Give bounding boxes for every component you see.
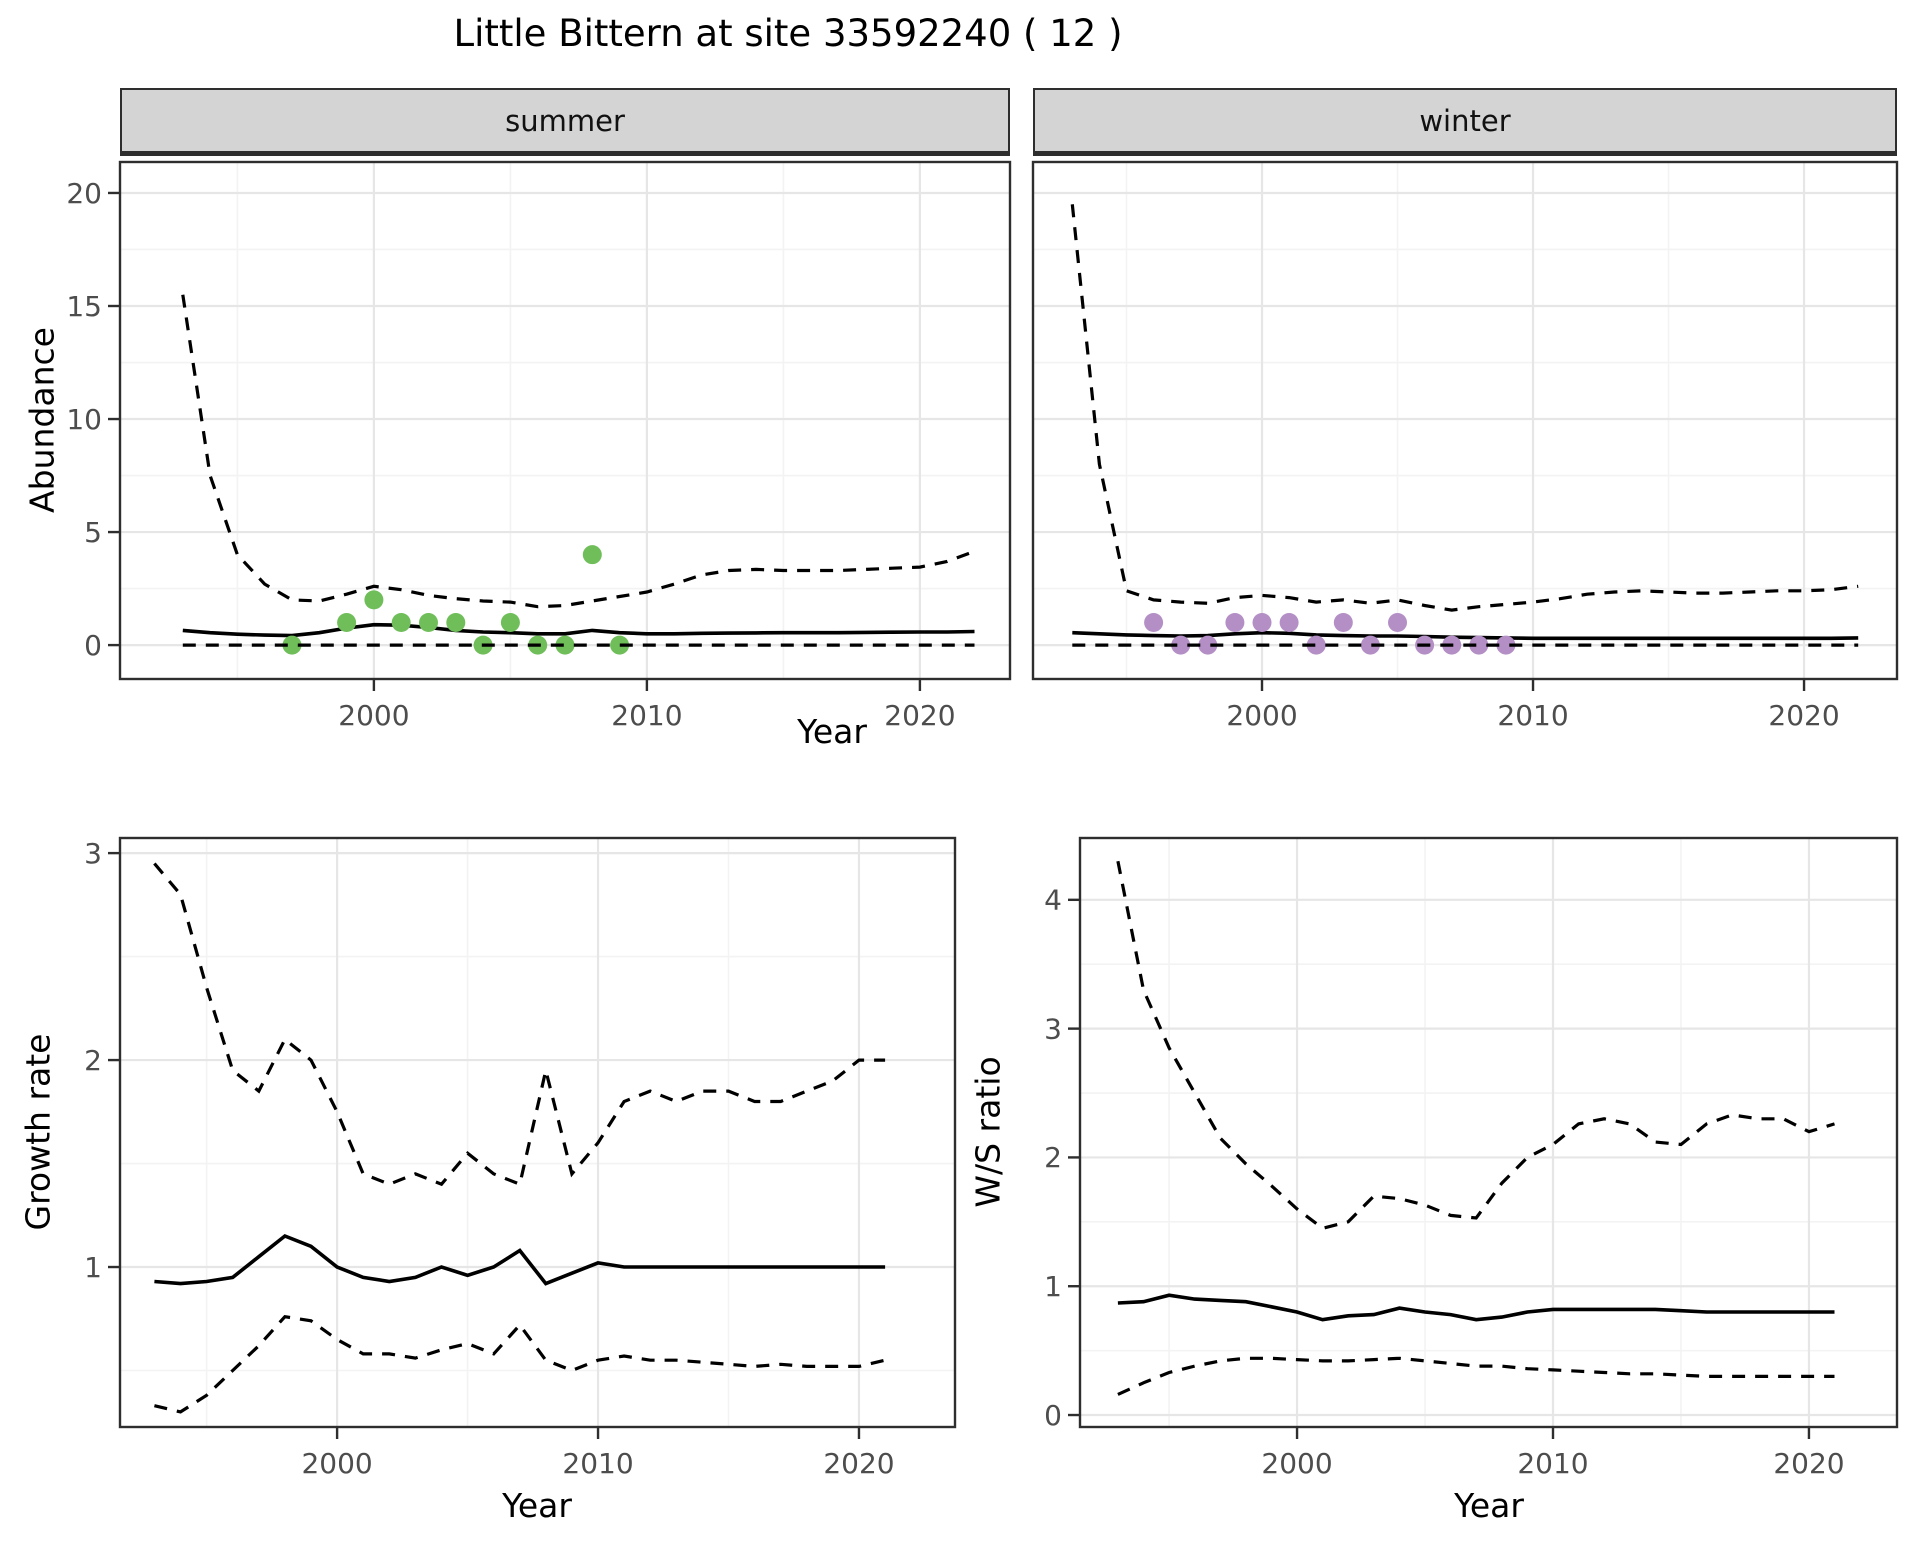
x-tick-label: 2010 xyxy=(611,699,682,732)
plot-title: Little Bittern at site 33592240 ( 12 ) xyxy=(453,12,1123,55)
panel-growth: 2000 2010 2020 1 2 3 xyxy=(84,836,957,1480)
y-tick-label: 5 xyxy=(84,516,102,549)
y-tick-label: 10 xyxy=(66,403,102,436)
data-point xyxy=(337,612,357,632)
data-point xyxy=(1225,612,1245,632)
data-point xyxy=(1388,612,1408,632)
data-point xyxy=(1144,612,1164,632)
data-point xyxy=(582,545,602,565)
panel-background xyxy=(120,838,955,1427)
x-tick-label: 2010 xyxy=(1517,1447,1588,1480)
data-point xyxy=(500,612,520,632)
facet-strip-winter: winter xyxy=(1033,88,1897,156)
y-axis-title-abundance: Abundance xyxy=(22,327,62,513)
x-axis-title-year-ws: Year xyxy=(1454,1486,1524,1525)
data-point xyxy=(1279,612,1299,632)
y-tick-label: 3 xyxy=(1044,1012,1062,1045)
x-axis-title-year-growth: Year xyxy=(502,1486,572,1525)
series-median xyxy=(154,1233,886,1286)
data-point xyxy=(1171,635,1191,655)
y-tick-label: 4 xyxy=(1044,884,1062,917)
series-upper_ci xyxy=(1070,204,1859,612)
y-tick-label: 3 xyxy=(84,837,102,870)
x-tick-label: 2000 xyxy=(301,1447,372,1480)
panel-summer: 2000 2010 2020 0 5 10 15 20 xyxy=(66,160,1012,732)
panel-ws: 2000 2010 2020 0 1 2 3 4 xyxy=(1044,836,1899,1480)
panel-border xyxy=(118,160,1012,681)
x-axis-title-year-top: Year xyxy=(797,712,867,751)
data-point xyxy=(610,635,630,655)
y-tick-label: 0 xyxy=(84,629,102,662)
y-tick-label: 1 xyxy=(84,1251,102,1284)
y-tick-label: 0 xyxy=(1044,1399,1062,1432)
data-point xyxy=(446,612,466,632)
y-tick-label: 15 xyxy=(66,290,102,323)
points-observed_counts_winter xyxy=(1144,612,1516,655)
data-point xyxy=(555,635,575,655)
x-tick-label: 2020 xyxy=(823,1447,894,1480)
series-upper_ci xyxy=(1116,860,1835,1231)
facet-strip-summer: summer xyxy=(120,88,1010,156)
panel-background xyxy=(1080,838,1897,1427)
series-upper_ci xyxy=(181,294,976,609)
x-tick-label: 2020 xyxy=(884,699,955,732)
data-point xyxy=(1306,635,1326,655)
data-point xyxy=(391,612,411,632)
data-point xyxy=(1496,635,1516,655)
x-tick-label: 2000 xyxy=(338,699,409,732)
x-tick-label: 2010 xyxy=(1497,699,1568,732)
data-point xyxy=(1360,635,1380,655)
data-point xyxy=(1252,612,1272,632)
series-median xyxy=(182,622,975,638)
data-point xyxy=(282,635,302,655)
x-tick-label: 2020 xyxy=(1768,699,1839,732)
series-median xyxy=(1117,1293,1835,1322)
y-tick-label: 2 xyxy=(84,1044,102,1077)
panel-border xyxy=(1078,836,1899,1429)
panel-background xyxy=(1033,162,1897,679)
x-tick-label: 2000 xyxy=(1226,699,1297,732)
panel-border xyxy=(1031,160,1899,681)
x-tick-label: 2020 xyxy=(1773,1447,1844,1480)
data-point xyxy=(1469,635,1489,655)
data-point xyxy=(418,612,438,632)
data-point xyxy=(1198,635,1218,655)
series-median xyxy=(1072,630,1859,641)
y-axis-title-ws: W/S ratio xyxy=(968,1056,1008,1208)
panel-background xyxy=(120,162,1010,679)
y-tick-label: 2 xyxy=(1044,1141,1062,1174)
y-tick-label: 1 xyxy=(1044,1270,1062,1303)
x-tick-label: 2000 xyxy=(1261,1447,1332,1480)
y-axis-title-growth: Growth rate xyxy=(18,1033,58,1231)
series-lower_ci xyxy=(154,1314,886,1414)
data-point xyxy=(364,590,384,610)
panel-border xyxy=(118,836,957,1429)
x-tick-label: 2010 xyxy=(562,1447,633,1480)
panel-winter: 2000 2010 2020 xyxy=(1031,160,1899,732)
data-point xyxy=(1333,612,1353,632)
series-lower_ci xyxy=(1117,1356,1835,1396)
y-tick-label: 20 xyxy=(66,177,102,210)
